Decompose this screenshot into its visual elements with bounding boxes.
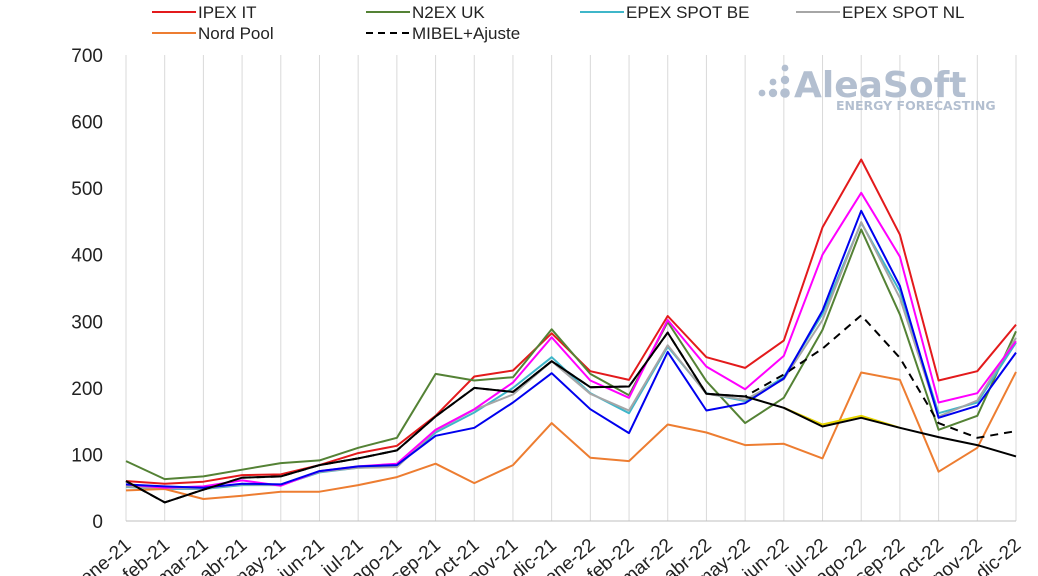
legend-label: MIBEL+Ajuste <box>412 24 520 43</box>
y-tick-label: 200 <box>71 379 103 400</box>
series-lines <box>125 158 1017 504</box>
logo-dot <box>758 89 766 97</box>
legend-label: EPEX SPOT BE <box>626 3 749 22</box>
series-line <box>125 331 1017 504</box>
logo-dot <box>768 88 778 98</box>
logo-name: AleaSoft <box>794 65 966 106</box>
y-tick-label: 600 <box>71 113 103 134</box>
legend-label: EPEX SPOT NL <box>842 3 965 22</box>
legend-label: N2EX UK <box>412 3 485 22</box>
y-tick-label: 300 <box>71 312 103 333</box>
y-axis: 0 100 200 300 400 500 600 700 <box>71 46 103 533</box>
logo-dot <box>780 75 790 85</box>
grid <box>125 55 1017 522</box>
x-axis: ene-21feb-21mar-21abr-21may-21jun-21jul-… <box>76 535 1025 576</box>
logo-tagline: ENERGY FORECASTING <box>836 98 996 113</box>
legend-label: Nord Pool <box>198 24 274 43</box>
y-tick-label: 400 <box>71 246 103 267</box>
series-line <box>125 371 1017 500</box>
series-line <box>125 158 1017 485</box>
logo-dot <box>780 88 790 98</box>
y-tick-label: 100 <box>71 445 103 466</box>
series-line <box>125 209 1017 489</box>
series-line <box>125 191 1017 489</box>
legend: IPEX IT N2EX UK EPEX SPOT BE EPEX SPOT NL No… <box>152 3 965 43</box>
legend-label: IPEX IT <box>198 3 257 22</box>
y-tick-label: 700 <box>71 46 103 67</box>
series-line <box>125 228 1017 481</box>
series-line <box>125 221 1017 490</box>
logo-dot <box>769 78 777 86</box>
aleasoft-logo: AleaSoft ENERGY FORECASTING <box>758 64 996 113</box>
logo-dot <box>781 64 789 72</box>
y-tick-label: 500 <box>71 179 103 200</box>
y-tick-label: 0 <box>92 512 103 533</box>
